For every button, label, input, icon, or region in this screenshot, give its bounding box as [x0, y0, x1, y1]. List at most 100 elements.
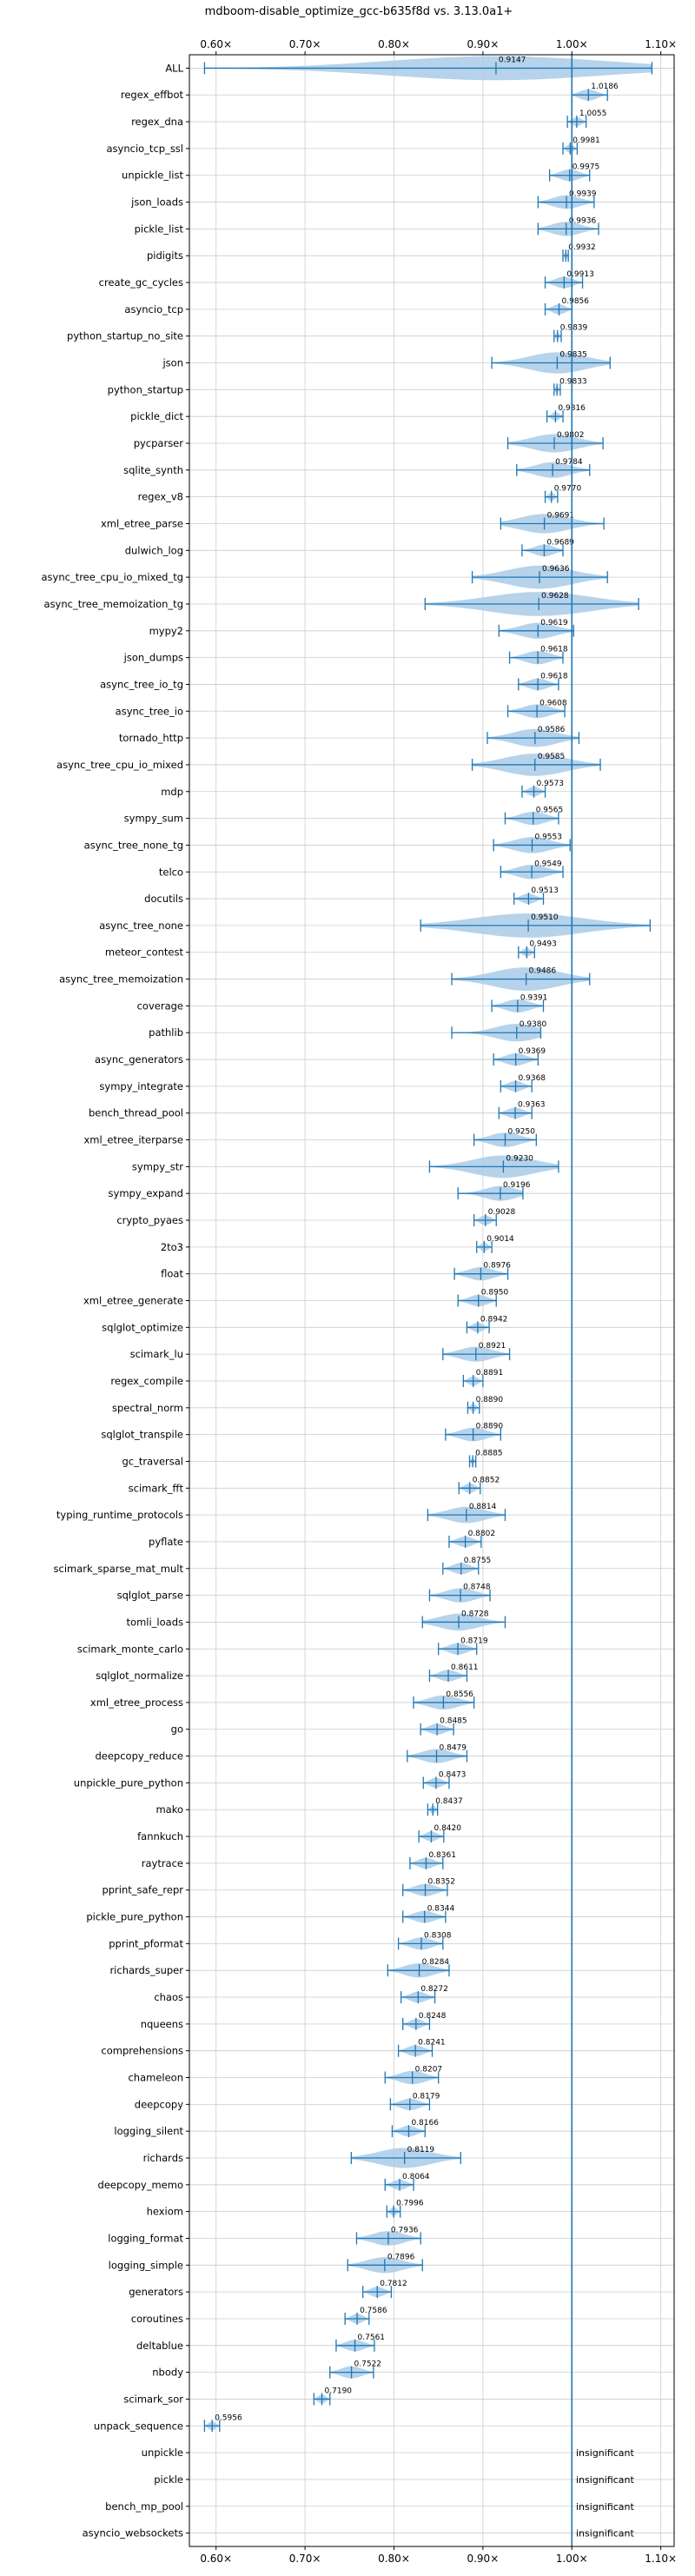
value-label: 0.9833	[559, 377, 587, 386]
y-tick-label: asyncio_tcp_ssl	[107, 143, 184, 155]
value-label: 0.8950	[481, 1289, 509, 1298]
value-label: 0.8485	[440, 1717, 467, 1726]
y-tick-label: scimark_monte_carlo	[77, 1643, 183, 1655]
insignificant-label: insignificant	[576, 2528, 635, 2539]
y-tick-label: scimark_lu	[130, 1348, 183, 1360]
y-tick-label: deepcopy_reduce	[95, 1750, 183, 1763]
y-tick-label: json	[162, 357, 183, 369]
y-tick-label: sympy_expand	[109, 1187, 183, 1199]
y-tick-label: regex_v8	[138, 491, 183, 503]
value-label: 0.9380	[520, 1020, 547, 1029]
x-tick-label-top: 0.90×	[467, 38, 499, 50]
value-label: 0.9608	[539, 699, 567, 707]
y-tick-label: async_tree_io_tg	[100, 678, 183, 690]
label-layer: 0.9147 1.0186 1.0055 0.9981 0.9975 0.9939 0.99…	[215, 56, 634, 2539]
y-tick-label: float	[161, 1268, 183, 1280]
value-label: 0.8119	[407, 2146, 435, 2154]
y-tick-label: pickle	[154, 2473, 183, 2486]
value-label: 0.7561	[358, 2334, 386, 2342]
value-label: 0.8802	[468, 1530, 496, 1538]
y-tick-label: unpack_sequence	[94, 2420, 183, 2432]
y-tick-label: regex_compile	[110, 1375, 183, 1387]
value-label: 0.9981	[573, 136, 600, 145]
value-label: 0.9230	[506, 1154, 533, 1163]
x-tick-label-top: 1.10×	[645, 38, 677, 50]
value-label: 0.9975	[573, 163, 600, 172]
x-tick-label-top: 0.80×	[378, 38, 410, 50]
y-tick-label: python_startup	[108, 383, 183, 395]
y-tick-label: sqlglot_transpile	[101, 1429, 183, 1441]
value-label: 0.8241	[418, 2039, 446, 2048]
y-tick-label: raytrace	[142, 1857, 183, 1869]
value-label: 0.9513	[531, 886, 559, 895]
y-tick-label: pycparser	[134, 437, 184, 449]
value-label: 0.8611	[451, 1663, 479, 1672]
x-tick-label-bottom: 1.00×	[556, 2553, 588, 2565]
y-tick-label: generators	[129, 2286, 183, 2298]
y-tick-label: async_tree_none	[99, 920, 183, 932]
value-label: 0.9147	[499, 56, 526, 64]
y-tick-label: logging_simple	[109, 2259, 183, 2271]
value-label: 0.9619	[540, 619, 568, 627]
value-label: 0.8064	[402, 2173, 430, 2181]
value-label: 0.8755	[464, 1557, 492, 1565]
value-label: 0.7936	[391, 2226, 419, 2234]
value-label: 0.8921	[479, 1342, 506, 1351]
axis-layer: ALL regex_effbot regex_dna asyncio_tcp_sslu…	[41, 38, 677, 2565]
y-tick-label: sqlglot_optimize	[102, 1321, 183, 1333]
y-tick-label: async_tree_io	[116, 705, 183, 717]
y-tick-label: pprint_safe_repr	[102, 1884, 183, 1896]
value-label: 0.9391	[520, 993, 548, 1002]
y-tick-label: xml_etree_process	[90, 1696, 183, 1709]
value-label: 0.9636	[542, 565, 570, 574]
x-tick-label-top: 1.00×	[556, 38, 588, 50]
value-label: 0.9565	[536, 807, 564, 815]
value-label: 0.9486	[529, 967, 557, 976]
y-tick-label: hexiom	[147, 2206, 183, 2218]
y-tick-label: unpickle_list	[122, 169, 183, 182]
y-tick-label: xml_etree_iterparse	[83, 1134, 183, 1146]
value-label: 0.9932	[568, 243, 596, 252]
y-tick-label: scimark_fft	[129, 1482, 184, 1494]
value-label: 0.9493	[529, 940, 557, 949]
y-tick-label: pprint_pformat	[109, 1937, 183, 1949]
y-tick-label: pickle_pure_python	[86, 1911, 183, 1923]
y-tick-label: spectral_norm	[112, 1402, 183, 1414]
value-label: 0.9939	[569, 190, 597, 199]
value-label: 0.9856	[562, 297, 590, 306]
value-label: 0.8719	[460, 1637, 488, 1645]
x-tick-label-top: 0.60×	[200, 38, 232, 50]
chart-title: mdboom-disable_optimize_gcc-b635f8d vs. …	[205, 5, 513, 18]
y-tick-label: pathlib	[149, 1026, 183, 1039]
value-label: 0.5956	[215, 2413, 242, 2422]
value-label: 0.8942	[480, 1315, 508, 1324]
value-label: 0.9368	[519, 1074, 546, 1083]
y-tick-label: logging_silent	[114, 2125, 183, 2137]
y-tick-label: asyncio_tcp	[124, 303, 183, 315]
value-label: 0.9573	[537, 780, 565, 788]
value-label: 0.9586	[538, 726, 566, 734]
y-tick-label: sqlglot_normalize	[96, 1670, 183, 1682]
value-label: 1.0055	[579, 110, 607, 118]
y-tick-label: richards_super	[109, 1964, 183, 1976]
y-tick-label: async_tree_memoization_tg	[44, 598, 183, 610]
y-tick-label: fannkuch	[137, 1830, 183, 1842]
value-label: 0.9784	[555, 458, 583, 467]
y-tick-label: comprehensions	[101, 2045, 183, 2057]
value-label: 0.9250	[507, 1128, 535, 1137]
y-tick-label: sympy_integrate	[99, 1080, 183, 1092]
y-tick-label: deepcopy_memo	[98, 2179, 183, 2191]
y-tick-label: pidigits	[147, 249, 183, 262]
value-label: 0.8885	[475, 1449, 503, 1457]
value-label: 0.9618	[540, 646, 568, 654]
value-label: 0.8814	[469, 1503, 497, 1511]
value-label: 0.8420	[434, 1824, 461, 1833]
y-tick-label: tomli_loads	[127, 1616, 183, 1628]
value-label: 0.8890	[476, 1423, 504, 1431]
value-label: 0.9196	[503, 1181, 531, 1190]
y-tick-label: deltablue	[136, 2340, 183, 2352]
y-tick-label: create_gc_cycles	[99, 276, 183, 289]
value-label: 0.7812	[380, 2280, 407, 2288]
